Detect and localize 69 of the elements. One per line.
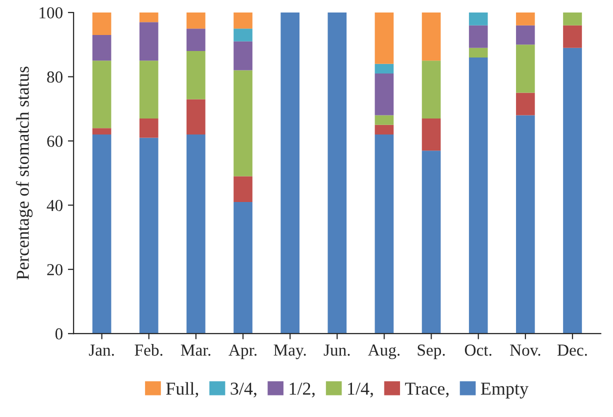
bar <box>92 134 112 334</box>
y-tick-label: 80 <box>47 71 63 83</box>
bar <box>468 12 488 26</box>
bar <box>92 34 112 61</box>
bar <box>186 28 206 52</box>
bar <box>563 48 582 334</box>
bar <box>92 128 112 135</box>
bar <box>92 12 112 35</box>
x-tick-label: Mar. <box>180 344 210 356</box>
bar <box>374 12 394 64</box>
bar <box>563 25 582 48</box>
bar <box>374 115 394 125</box>
bar <box>280 12 300 334</box>
bar <box>516 115 535 334</box>
bar <box>374 124 394 135</box>
bar <box>516 12 535 26</box>
x-tick-label: Apr. <box>228 344 256 360</box>
bar <box>422 118 441 151</box>
bar <box>186 99 206 135</box>
x-tick-label: Jan. <box>88 344 114 356</box>
bar <box>234 70 252 176</box>
bar <box>374 134 394 334</box>
bar <box>234 176 252 202</box>
bar <box>139 60 158 118</box>
bar <box>516 25 535 45</box>
bar <box>139 138 158 334</box>
bar <box>516 44 535 93</box>
bar <box>234 12 252 29</box>
bar <box>374 74 394 116</box>
legend-label: Trace, <box>405 382 449 398</box>
y-tick-label: 40 <box>46 200 63 212</box>
bar <box>468 57 488 334</box>
x-tick-label: Aug. <box>368 344 400 360</box>
bar <box>468 25 488 48</box>
bar <box>186 51 206 100</box>
bar <box>139 12 158 22</box>
legend-label: Empty <box>480 382 528 398</box>
bar <box>139 118 158 138</box>
bar <box>92 60 112 128</box>
x-tick-label: Nov. <box>510 344 540 356</box>
x-tick-label: Oct. <box>464 344 492 356</box>
legend-label: Full, <box>166 382 198 398</box>
legend-label: 1/4, <box>348 382 373 398</box>
bar <box>516 92 535 116</box>
x-tick-label: May. <box>274 344 306 360</box>
bar <box>422 150 441 334</box>
bar <box>234 41 252 70</box>
bar <box>374 64 394 74</box>
y-tick-label: 20 <box>47 264 63 276</box>
y-tick-label: 100 <box>40 7 63 18</box>
bar <box>139 22 158 61</box>
bar <box>186 12 206 29</box>
legend-label: 3/4, <box>230 382 256 398</box>
y-tick-label: 0 <box>55 328 63 340</box>
bar <box>328 12 347 334</box>
x-tick-label: Sep. <box>418 344 445 360</box>
bar <box>563 12 582 26</box>
x-tick-label: Dec. <box>557 344 587 356</box>
bar <box>186 134 206 334</box>
bar <box>422 12 441 61</box>
bar <box>234 202 252 334</box>
bar <box>422 60 441 118</box>
x-tick-label: Feb. <box>134 344 162 356</box>
bar <box>468 48 488 58</box>
y-tick-label: 60 <box>47 136 63 147</box>
y-axis-title: Percentage of stomatch status <box>16 66 33 280</box>
legend-label: 1/2, <box>290 382 315 398</box>
bar <box>234 28 252 42</box>
x-tick-label: Jun. <box>324 344 350 356</box>
